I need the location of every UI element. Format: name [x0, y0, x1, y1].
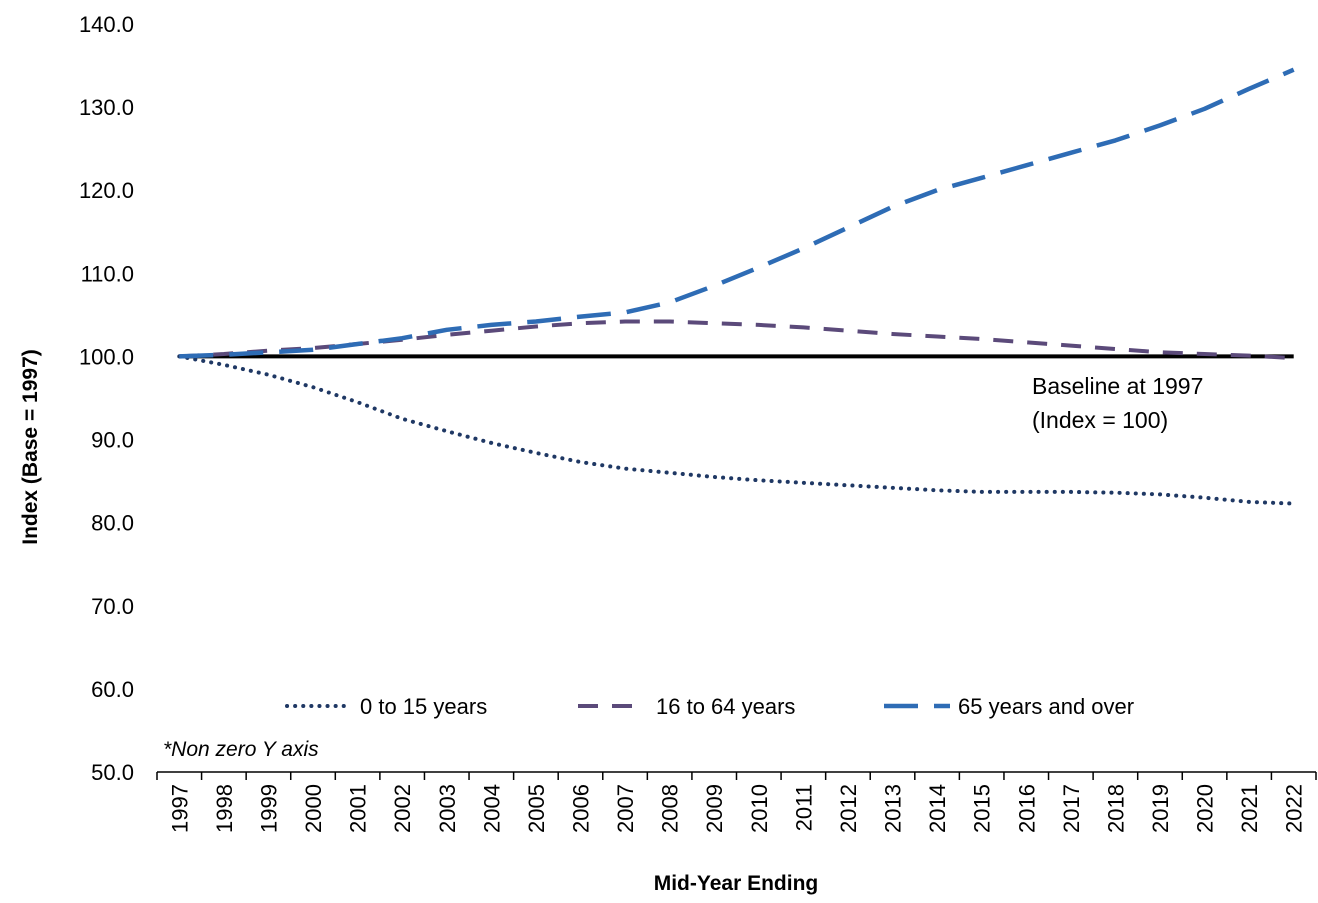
x-tick-label: 2015: [970, 784, 995, 833]
x-tick-label: 2003: [435, 784, 460, 833]
x-axis-tick-labels: 1997 1998 1999 2000 2001 2002 2003 2004 2005 2006…: [167, 784, 1306, 833]
y-tick-label: 50.0: [91, 760, 134, 785]
y-tick-label: 60.0: [91, 677, 134, 702]
x-tick-label: 2013: [881, 784, 906, 833]
x-tick-label: 2018: [1103, 784, 1128, 833]
y-tick-label: 90.0: [91, 428, 134, 453]
x-tick-label: 1997: [167, 784, 192, 833]
series-line-16-to-64-years: [179, 319, 1294, 361]
x-tick-label: 2007: [613, 784, 638, 833]
y-tick-label: 70.0: [91, 594, 134, 619]
x-tick-label: 2019: [1148, 784, 1173, 833]
x-tick-label: 2000: [301, 784, 326, 833]
non-zero-axis-note: *Non zero Y axis: [163, 738, 319, 761]
baseline-annotation-line2: (Index = 100): [1032, 407, 1168, 433]
y-tick-label: 80.0: [91, 511, 134, 536]
x-tick-label: 2008: [658, 784, 683, 833]
x-tick-label: 2009: [702, 784, 727, 833]
legend-label: 16 to 64 years: [656, 694, 795, 719]
series-line-65-years-and-over: [179, 67, 1295, 359]
x-tick-label: 2022: [1282, 784, 1307, 833]
x-tick-label: 2012: [836, 784, 861, 833]
legend-label: 0 to 15 years: [360, 694, 487, 719]
y-tick-label: 100.0: [79, 344, 134, 369]
y-tick-label: 110.0: [81, 261, 134, 286]
y-axis-ticks: 50.0 60.0 70.0 80.0 90.0 100.0 110.0 120.0 130.0…: [79, 12, 134, 785]
baseline-annotation-line1: Baseline at 1997: [1032, 373, 1203, 399]
x-tick-label: 2005: [524, 784, 549, 833]
y-axis-title: Index (Base = 1997): [19, 349, 42, 545]
x-tick-label: 2001: [346, 784, 371, 833]
y-tick-label: 120.0: [79, 178, 134, 203]
x-tick-label: 1999: [256, 784, 281, 833]
x-tick-label: 2016: [1014, 784, 1039, 833]
x-tick-label: 2002: [390, 784, 415, 833]
legend-label: 65 years and over: [958, 694, 1134, 719]
legend: 0 to 15 years 16 to 64 years 65 years and …: [285, 694, 1134, 719]
y-tick-label: 130.0: [79, 95, 134, 120]
x-tick-label: 2004: [479, 784, 504, 833]
x-tick-label: 2006: [568, 784, 593, 833]
x-tick-label: 2020: [1193, 784, 1218, 833]
series-layer: [177, 67, 1296, 506]
x-axis: [156, 771, 1317, 780]
x-tick-label: 1998: [212, 784, 237, 833]
x-tick-label: 2010: [747, 784, 772, 833]
x-tick-label: 2011: [791, 784, 816, 831]
x-tick-label: 2014: [925, 784, 950, 833]
x-axis-title: Mid-Year Ending: [654, 872, 819, 895]
y-tick-label: 140.0: [79, 12, 134, 37]
x-tick-label: 2021: [1237, 784, 1262, 833]
x-tick-label: 2017: [1059, 784, 1084, 833]
